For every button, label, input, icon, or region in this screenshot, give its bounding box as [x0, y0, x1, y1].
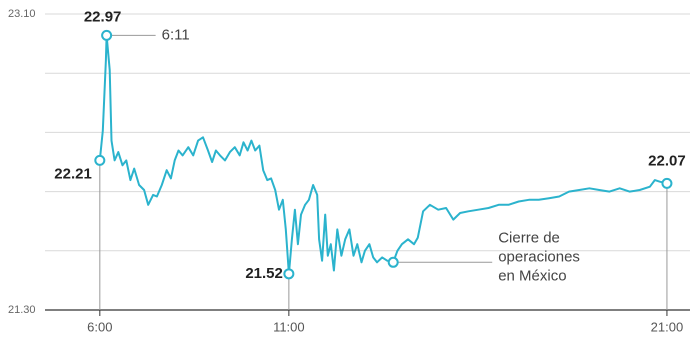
marker	[283, 268, 295, 280]
marker	[101, 29, 113, 41]
price-line	[98, 34, 668, 275]
annotation: en México	[498, 267, 566, 284]
value-label: 21.52	[245, 265, 283, 282]
value-label: 22.21	[54, 165, 92, 182]
annotation: 6:11	[162, 26, 190, 43]
annotation: operaciones	[498, 248, 580, 265]
y-tick-label: 21.30	[8, 304, 36, 316]
marker	[94, 154, 106, 166]
annotation: Cierre de	[498, 229, 560, 246]
marker	[661, 177, 673, 189]
marker	[387, 256, 399, 268]
y-tick-label: 23.10	[8, 8, 36, 20]
x-tick-label: 6:00	[87, 319, 112, 334]
x-tick-label: 21:00	[651, 319, 684, 334]
x-tick-label: 11:00	[273, 319, 305, 334]
value-label: 22.07	[648, 152, 686, 169]
value-label: 22.97	[84, 8, 122, 25]
